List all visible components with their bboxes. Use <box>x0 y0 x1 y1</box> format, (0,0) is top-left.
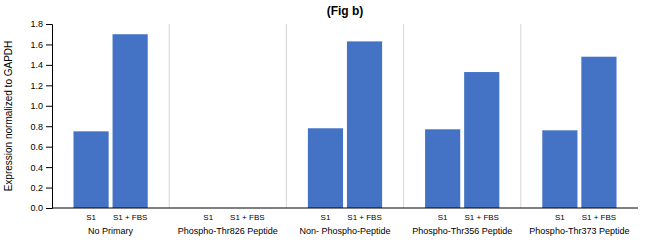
bar-label: S1 + FBS <box>464 213 498 222</box>
y-tick-label: 1.6 <box>30 40 43 50</box>
y-tick-mark <box>46 188 52 189</box>
bar <box>464 72 499 208</box>
y-tick-label: 1.0 <box>30 101 43 111</box>
y-tick-label: 0.4 <box>30 162 43 172</box>
y-tick-label: 1.8 <box>30 19 43 29</box>
y-tick-label: 1.2 <box>30 81 43 91</box>
y-tick-mark <box>46 147 52 148</box>
group-separator <box>403 24 404 208</box>
y-tick-mark <box>46 44 52 45</box>
y-tick: 0.4 <box>30 162 52 172</box>
bar <box>308 128 343 208</box>
y-tick-label: 0.8 <box>30 122 43 132</box>
y-tick: 1.0 <box>30 101 52 111</box>
bar <box>113 34 148 208</box>
y-tick: 0.8 <box>30 122 52 132</box>
y-axis-line <box>46 25 53 209</box>
bar-label: S1 + FBS <box>230 213 264 222</box>
y-tick: 1.8 <box>30 19 52 29</box>
y-tick-mark <box>46 65 52 66</box>
plot: 0.0 0.2 0.4 0.6 0.8 1.0 1.2 1.4 1.6 1.8 S1 S1 + FBS… <box>30 19 638 236</box>
group-label: No Primary <box>88 226 134 236</box>
bar <box>542 130 577 208</box>
bar-label: S1 <box>555 213 565 222</box>
x-axis-line <box>52 208 638 209</box>
y-tick: 0.0 <box>30 203 52 213</box>
bar-label: S1 + FBS <box>347 213 381 222</box>
bar <box>581 57 616 208</box>
y-tick-label: 0.0 <box>30 203 43 213</box>
group-separator <box>169 24 170 208</box>
y-tick: 0.6 <box>30 142 52 152</box>
y-tick: 1.6 <box>30 40 52 50</box>
group-label: Phospho-Thr373 Peptide <box>529 226 629 236</box>
y-tick-mark <box>46 85 52 86</box>
group-label: Phospho-Thr356 Peptide <box>412 226 512 236</box>
y-axis-title: Expression normalized to GAPDH <box>3 41 14 192</box>
y-tick-label: 0.6 <box>30 142 43 152</box>
group-separator <box>286 24 287 208</box>
y-axis: 0.0 0.2 0.4 0.6 0.8 1.0 1.2 1.4 1.6 1.8 <box>30 19 52 213</box>
y-tick: 1.2 <box>30 81 52 91</box>
y-tick-mark <box>46 24 52 25</box>
y-tick-label: 1.4 <box>30 60 43 70</box>
y-tick: 1.4 <box>30 60 52 70</box>
separators <box>169 24 521 208</box>
bar-label: S1 <box>86 213 96 222</box>
bar-label: S1 <box>321 213 331 222</box>
bar <box>73 131 108 208</box>
bar-label: S1 + FBS <box>582 213 616 222</box>
group-label: Phospho-Thr826 Peptide <box>178 226 278 236</box>
y-tick-mark <box>46 167 52 168</box>
bar-label: S1 <box>203 213 213 222</box>
bar <box>425 129 460 208</box>
bar-label: S1 <box>438 213 448 222</box>
x-axis: S1 S1 + FBS No Primary S1 S1 + FBS Phospho-Th… <box>52 208 638 236</box>
group-separator <box>520 24 521 208</box>
y-tick-label: 0.2 <box>30 183 43 193</box>
y-tick-mark <box>46 106 52 107</box>
y-tick-mark <box>46 208 52 209</box>
title: (Fig b) <box>327 4 364 18</box>
bars <box>73 34 616 208</box>
chart: 0.0 0.2 0.4 0.6 0.8 1.0 1.2 1.4 1.6 1.8 S1 S1 + FBS… <box>0 0 650 252</box>
y-tick-mark <box>46 126 52 127</box>
bar <box>347 41 382 208</box>
bar-label: S1 + FBS <box>113 213 147 222</box>
group-label: Non- Phospho-Peptide <box>299 226 390 236</box>
y-tick: 0.2 <box>30 183 52 193</box>
